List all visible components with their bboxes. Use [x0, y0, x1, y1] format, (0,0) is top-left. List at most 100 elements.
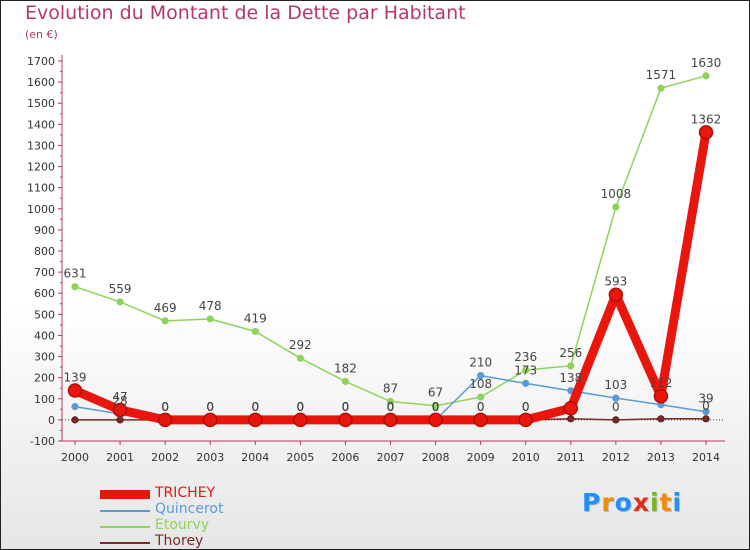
chart-title: Evolution du Montant de la Dette par Hab…: [25, 2, 466, 24]
data-label: 39: [698, 392, 713, 406]
y-tick-label: 500: [34, 308, 55, 321]
data-point: [518, 412, 533, 428]
series-etourvy: [71, 72, 710, 410]
data-point: [338, 412, 353, 428]
x-tick-label: 2010: [512, 451, 540, 464]
data-point: [67, 383, 83, 398]
data-label: 0: [297, 400, 305, 414]
y-tick-label: 1000: [27, 203, 55, 216]
data-label: 0: [251, 400, 259, 414]
data-label: 0: [161, 400, 169, 414]
data-label: 138: [559, 371, 582, 385]
data-label: 108: [469, 377, 492, 391]
data-label: 0: [432, 400, 440, 414]
data-label: 559: [109, 282, 132, 296]
y-tick-label: 1100: [27, 182, 55, 195]
logo-letter: r: [601, 488, 615, 517]
data-label: 0: [342, 400, 350, 414]
y-tick-label: 900: [34, 224, 55, 237]
y-tick-label: 700: [34, 266, 55, 279]
data-label: 0: [297, 400, 305, 414]
data-label: 0: [297, 400, 305, 414]
data-label: 0: [387, 400, 395, 414]
chart-unit: (en €): [25, 28, 58, 41]
y-tick-label: -100: [30, 435, 55, 448]
data-point: [251, 327, 259, 336]
data-label: 0: [522, 400, 530, 414]
y-tick-label: 1600: [27, 76, 55, 89]
chart-series: [67, 72, 714, 428]
data-label: 0: [251, 400, 259, 414]
data-label: 0: [522, 400, 530, 414]
y-tick-label: 100: [34, 393, 55, 406]
data-point: [657, 84, 665, 92]
data-point: [296, 354, 304, 362]
data-point: [522, 379, 530, 387]
x-tick-label: 2001: [106, 451, 134, 464]
x-tick-label: 2004: [241, 451, 269, 464]
x-tick-label: 2003: [196, 451, 224, 464]
x-tick-label: 2005: [286, 451, 314, 464]
x-tick-label: 2008: [422, 451, 450, 464]
x-tick-label: 2014: [692, 451, 720, 464]
data-label: 478: [199, 299, 222, 313]
data-label: 47: [112, 390, 127, 404]
data-label: 0: [387, 400, 395, 414]
data-point: [698, 125, 714, 140]
data-point: [116, 298, 124, 306]
data-point: [702, 415, 710, 423]
data-label: 593: [604, 275, 627, 289]
data-point: [112, 402, 128, 418]
x-tick-label: 2006: [331, 451, 359, 464]
logo-letter: i: [650, 488, 660, 517]
data-label: 256: [559, 346, 582, 360]
x-tick-label: 2000: [61, 451, 89, 464]
data-point: [293, 412, 308, 428]
x-tick-label: 2013: [647, 451, 675, 464]
data-point: [341, 377, 350, 386]
data-point: [248, 412, 263, 428]
x-tick-label: 2007: [377, 451, 405, 464]
data-label: 0: [206, 400, 214, 414]
data-label: 139: [64, 371, 87, 385]
data-point: [477, 393, 485, 401]
y-tick-label: 1400: [27, 118, 55, 131]
data-label: 0: [612, 400, 620, 414]
data-label: 0: [387, 400, 395, 414]
data-point: [702, 408, 710, 416]
data-label: 0: [161, 400, 169, 414]
data-point: [612, 203, 620, 211]
legend-swatch: [100, 542, 150, 544]
data-label: 292: [289, 338, 312, 352]
data-point: [702, 72, 710, 80]
y-tick-label: 1200: [27, 161, 55, 174]
proxiti-logo: Proxiti: [582, 488, 682, 517]
data-label: 0: [342, 400, 350, 414]
data-point: [383, 412, 398, 428]
logo-letter: P: [582, 488, 602, 517]
data-label: 0: [432, 400, 440, 414]
data-label: 0: [702, 399, 710, 413]
y-tick-label: 1700: [27, 55, 55, 68]
data-point: [653, 388, 669, 404]
data-point: [477, 371, 485, 380]
data-point: [431, 402, 440, 410]
data-label: 210: [469, 356, 492, 370]
legend-label: Thorey: [155, 533, 204, 549]
legend-swatch: [100, 490, 150, 499]
data-label: 1630: [691, 56, 722, 70]
data-point: [522, 366, 530, 374]
series-line: [74, 75, 707, 407]
legend-label: Quincerot: [155, 501, 224, 517]
data-label: 103: [604, 378, 627, 392]
data-label: 0: [161, 400, 169, 414]
logo-letter: i: [672, 488, 683, 517]
y-tick-label: 300: [34, 351, 55, 364]
logo-letter: t: [659, 488, 673, 517]
y-tick-label: 400: [34, 329, 55, 342]
y-tick-label: 1300: [27, 139, 55, 152]
data-point: [157, 412, 173, 428]
data-label: 0: [206, 400, 214, 414]
